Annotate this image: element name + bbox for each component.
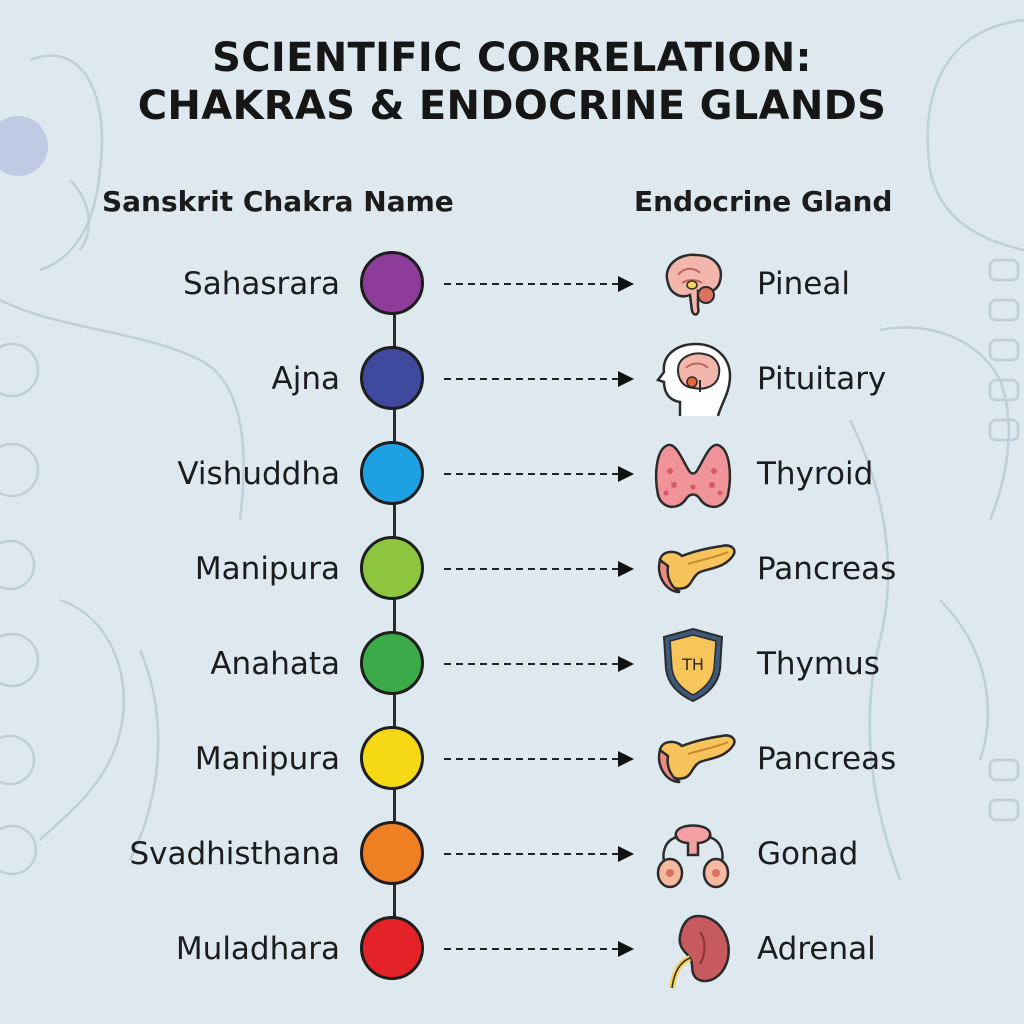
gland-name: Adrenal	[757, 931, 876, 967]
correlation-row: Anahata TH Thymus	[0, 627, 1024, 703]
correlation-row: Ajna Pituitary	[0, 342, 1024, 417]
chakra-circle-icon	[360, 726, 424, 790]
gonad-icon	[648, 815, 738, 895]
thymus-shield-icon: TH	[648, 625, 738, 705]
dashed-arrow-icon	[444, 941, 634, 957]
chakra-circle-icon	[360, 346, 424, 410]
adrenal-kidney-icon	[648, 910, 738, 990]
dashed-arrow-icon	[444, 371, 634, 387]
chakra-name: Svadhisthana	[129, 836, 340, 872]
correlation-row: Svadhisthana Gonad	[0, 820, 1024, 890]
brain-pineal-icon	[648, 245, 738, 325]
correlation-row: Muladhara Adrenal	[0, 914, 1024, 989]
thymus-icon-label: TH	[681, 655, 704, 674]
gland-name: Pituitary	[757, 361, 887, 397]
pancreas-icon	[648, 530, 738, 610]
thyroid-icon	[648, 435, 738, 515]
correlation-row: Sahasrara Pineal	[0, 250, 1024, 320]
chakra-name: Anahata	[210, 646, 340, 682]
pancreas-icon	[648, 720, 738, 800]
correlation-row: Vishuddha Thyroid	[0, 440, 1024, 510]
chakra-circle-icon	[360, 536, 424, 600]
gland-name: Pineal	[757, 266, 850, 302]
gland-name: Pancreas	[757, 551, 897, 587]
chakra-circle-icon	[360, 821, 424, 885]
chakra-circle-icon	[360, 441, 424, 505]
gland-name: Gonad	[757, 836, 859, 872]
correlation-row: Manipura Pancreas	[0, 725, 1024, 795]
chakra-circle-icon	[360, 916, 424, 980]
chakra-name: Vishuddha	[177, 456, 340, 492]
chakra-circle-icon	[360, 251, 424, 315]
title-line-1: SCIENTIFIC CORRELATION:	[212, 35, 812, 81]
dashed-arrow-icon	[444, 561, 634, 577]
chakra-name: Manipura	[194, 551, 340, 587]
dashed-arrow-icon	[444, 276, 634, 292]
chakra-circle-icon	[360, 631, 424, 695]
dashed-arrow-icon	[444, 751, 634, 767]
correlation-row: Manipura Pancreas	[0, 535, 1024, 605]
head-pituitary-icon	[648, 340, 738, 420]
gland-name: Pancreas	[757, 741, 897, 777]
gland-name: Thymus	[757, 646, 880, 682]
dashed-arrow-icon	[444, 656, 634, 672]
chakra-name: Manipura	[194, 741, 340, 777]
chakra-spine-line	[393, 284, 396, 948]
page-title: SCIENTIFIC CORRELATION: CHAKRAS & ENDOCR…	[0, 34, 1024, 130]
chakra-name: Sahasrara	[183, 266, 340, 302]
dashed-arrow-icon	[444, 846, 634, 862]
chakra-name: Ajna	[271, 361, 340, 397]
column-header-gland: Endocrine Gland	[634, 185, 893, 218]
gland-name: Thyroid	[757, 456, 874, 492]
chakra-name: Muladhara	[175, 931, 340, 967]
dashed-arrow-icon	[444, 466, 634, 482]
title-line-2: CHAKRAS & ENDOCRINE GLANDS	[137, 83, 887, 129]
column-header-chakra: Sanskrit Chakra Name	[102, 185, 454, 218]
